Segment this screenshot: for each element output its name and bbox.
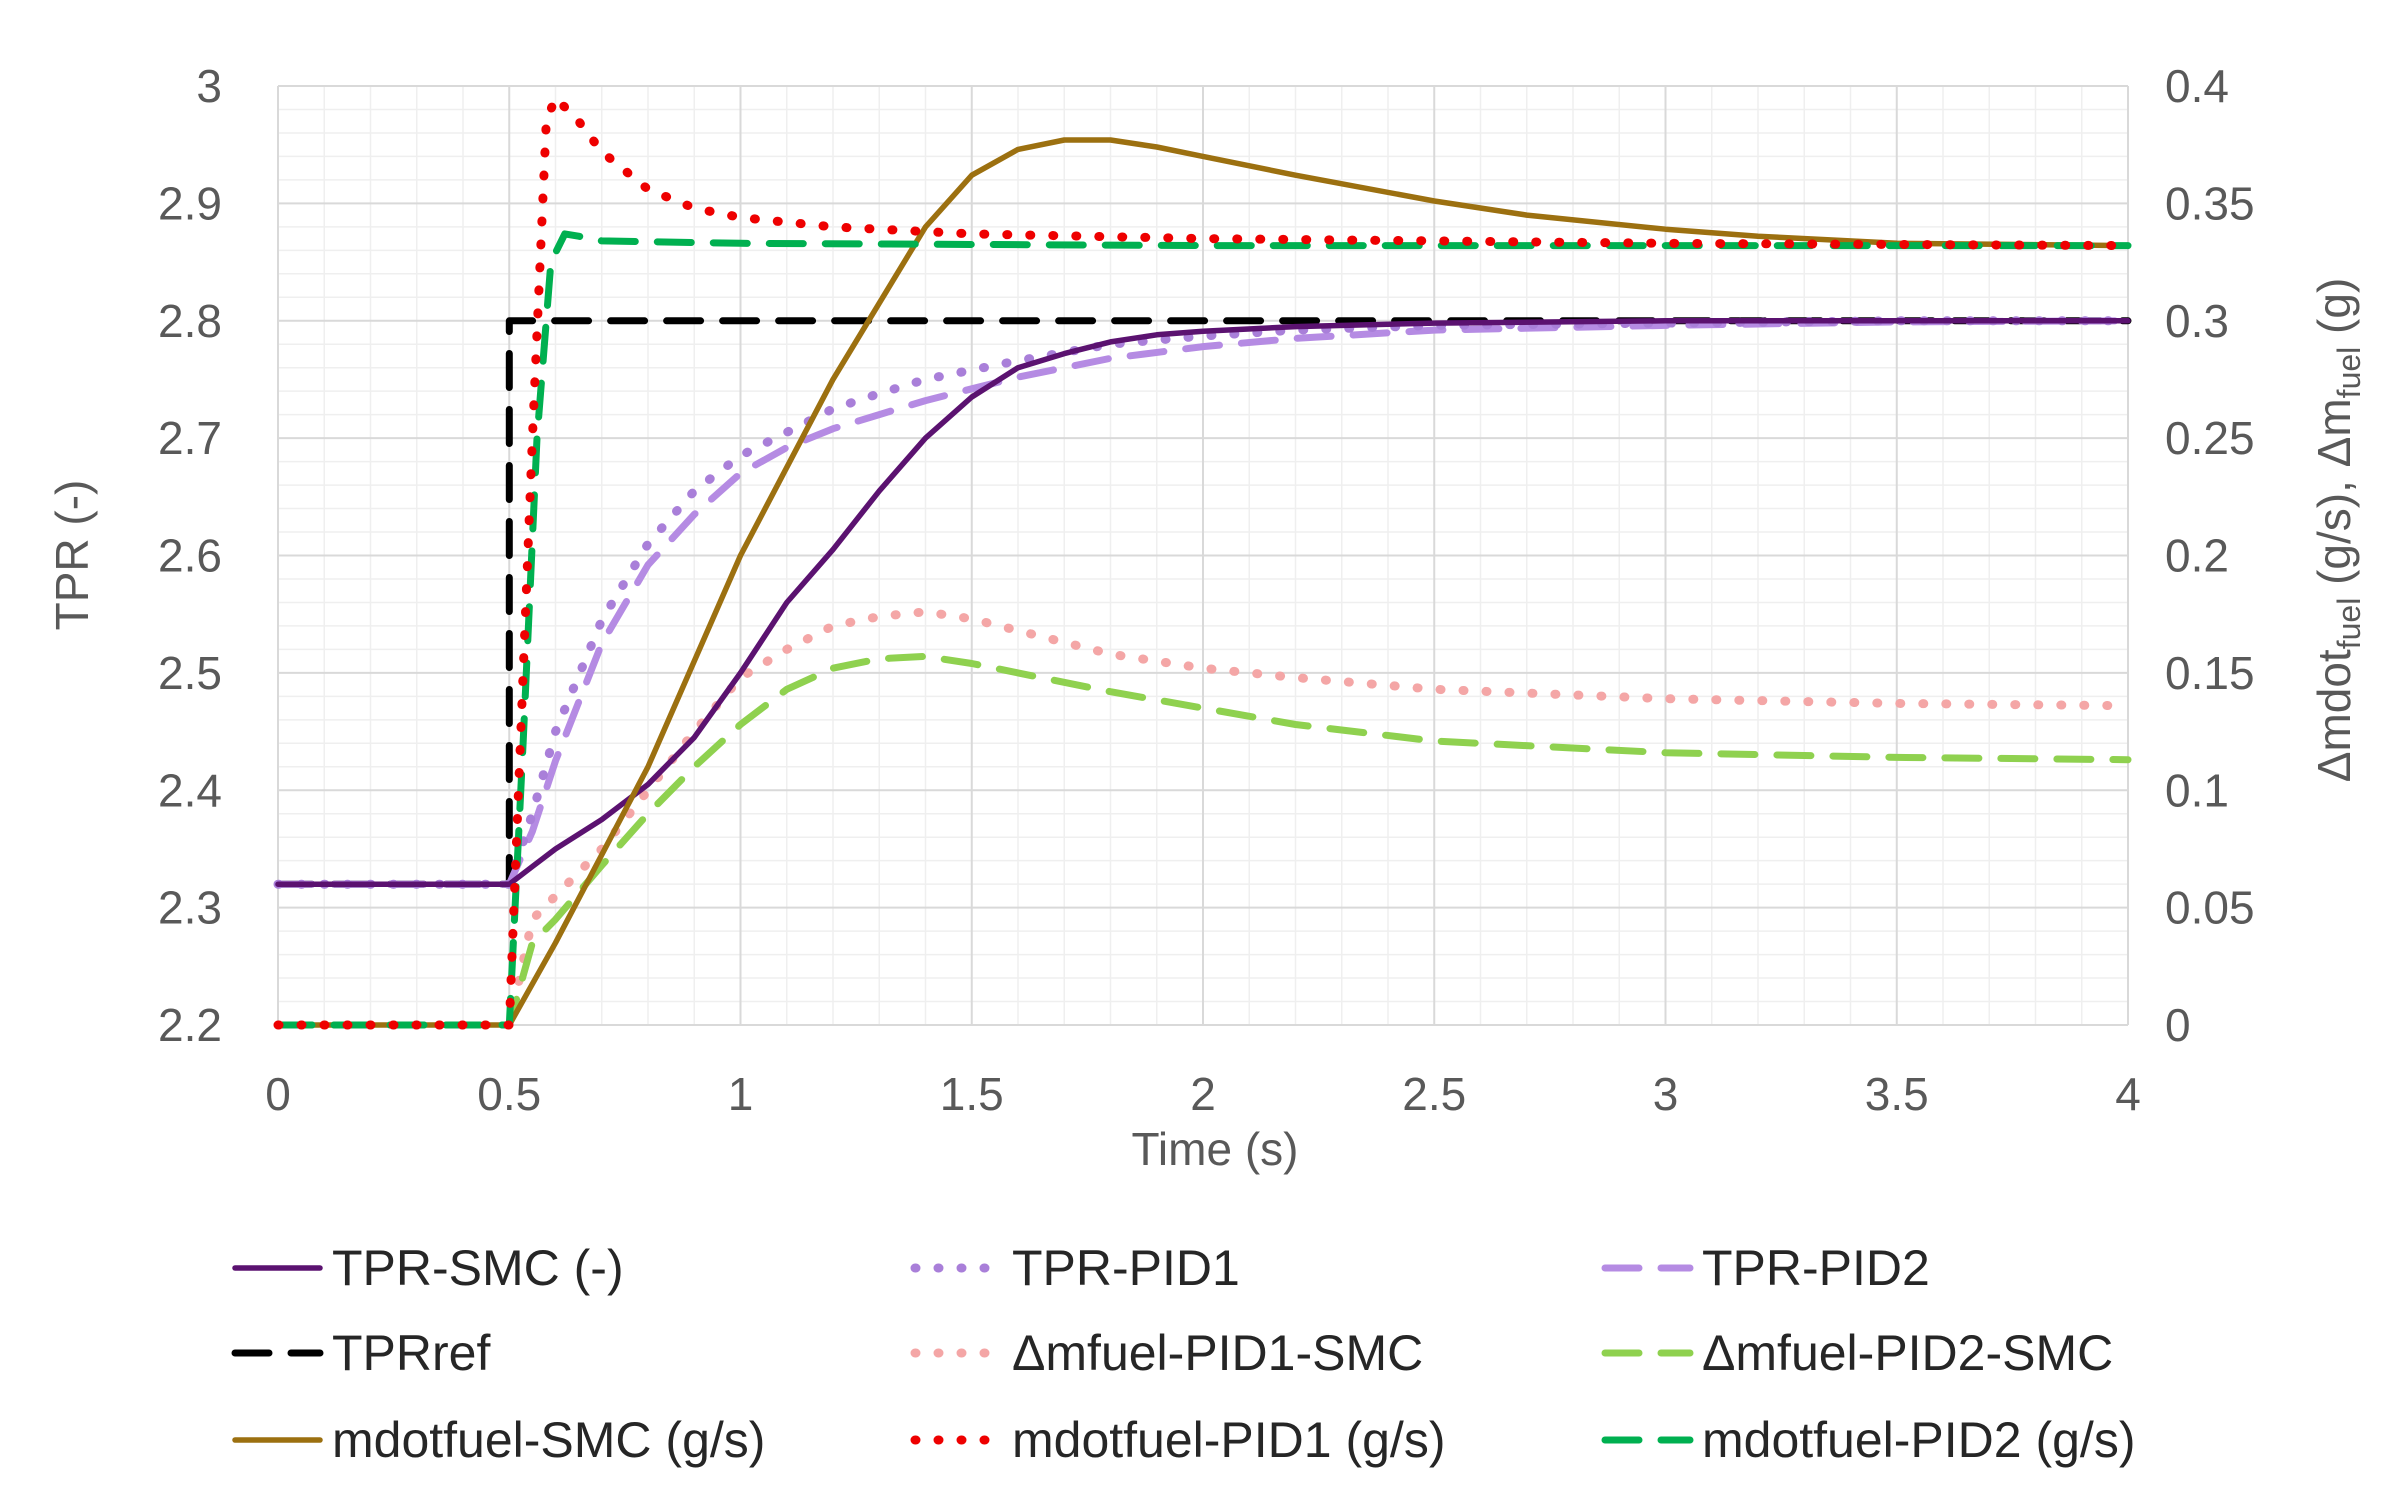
x-tick-label: 3.5 [1865, 1068, 1929, 1120]
x-tick-label: 2.5 [1402, 1068, 1466, 1120]
y-right-tick-label: 0.2 [2165, 530, 2229, 582]
x-tick-label: 1 [728, 1068, 754, 1120]
legend-label: TPRref [332, 1325, 490, 1381]
series-line--mfuel-pid1-smc [273, 607, 2133, 1030]
x-tick-label: 4 [2115, 1068, 2141, 1120]
series-layer [273, 93, 2133, 1030]
y-left-tick-label: 2.9 [158, 177, 222, 229]
legend-label: TPR-SMC (-) [332, 1240, 624, 1296]
legend-label: Δmfuel-PID2-SMC [1702, 1325, 2113, 1381]
y-left-tick-label: 2.4 [158, 764, 222, 816]
y-left-tick-label: 2.2 [158, 999, 222, 1051]
y-left-tick-label: 2.8 [158, 295, 222, 347]
y-right-tick-label: 0.3 [2165, 295, 2229, 347]
y-left-tick-label: 2.5 [158, 647, 222, 699]
legend-label: mdotfuel-SMC (g/s) [332, 1412, 765, 1468]
series-line-mdotfuel-smc-g-s [275, 137, 2131, 1028]
grid [277, 85, 2129, 1026]
legend-label: mdotfuel-PID2 (g/s) [1702, 1412, 2135, 1468]
series-line-tpr-smc [275, 318, 2131, 887]
y-right-tick-label: 0.05 [2165, 882, 2255, 934]
x-tick-label: 0 [265, 1068, 291, 1120]
y-right-tick-label: 0.25 [2165, 412, 2255, 464]
legend-label: mdotfuel-PID1 (g/s) [1012, 1412, 1445, 1468]
y-right-tick-label: 0.1 [2165, 764, 2229, 816]
legend-label: Δmfuel-PID1-SMC [1012, 1325, 1423, 1381]
y-left-tick-label: 2.6 [158, 530, 222, 582]
legend-label: TPR-PID2 [1702, 1240, 1930, 1296]
x-tick-label: 0.5 [477, 1068, 541, 1120]
y-axis-left-title: TPR (-) [46, 480, 98, 631]
y-axis-right-title: Δmdotfuel (g/s), Δmfuel (g) [2308, 278, 2367, 783]
y-right-tick-label: 0.15 [2165, 647, 2255, 699]
y-left-tick-label: 2.7 [158, 412, 222, 464]
x-tick-label: 2 [1190, 1068, 1216, 1120]
y-right-tick-label: 0 [2165, 999, 2191, 1051]
legend: TPR-SMC (-) TPR-PID1 TPR-PID2 TPRref Δmfuel-… [231, 1240, 2135, 1468]
x-tick-label: 3 [1653, 1068, 1679, 1120]
series-line-mdotfuel-pid2-g-s [274, 230, 2132, 1029]
series-line--mfuel-pid2-smc [274, 652, 2132, 1029]
x-tick-label: 1.5 [940, 1068, 1004, 1120]
x-axis-title: Time (s) [1132, 1123, 1299, 1175]
series-line-mdotfuel-pid1-g-s [273, 93, 2133, 1030]
axes-layer: 0 0.5 1 1.5 2 2.5 3 3.5 4 2.2 2.3 2.4 2.5 2.6 2.7 2.8 2.… [158, 60, 2254, 1120]
y-left-tick-label: 3 [196, 60, 222, 112]
y-left-tick-label: 2.3 [158, 882, 222, 934]
y-right-tick-label: 0.4 [2165, 60, 2229, 112]
series-line-tpr-pid2 [274, 317, 2132, 888]
y-right-tick-label: 0.35 [2165, 177, 2255, 229]
legend-label: TPR-PID1 [1012, 1240, 1240, 1296]
